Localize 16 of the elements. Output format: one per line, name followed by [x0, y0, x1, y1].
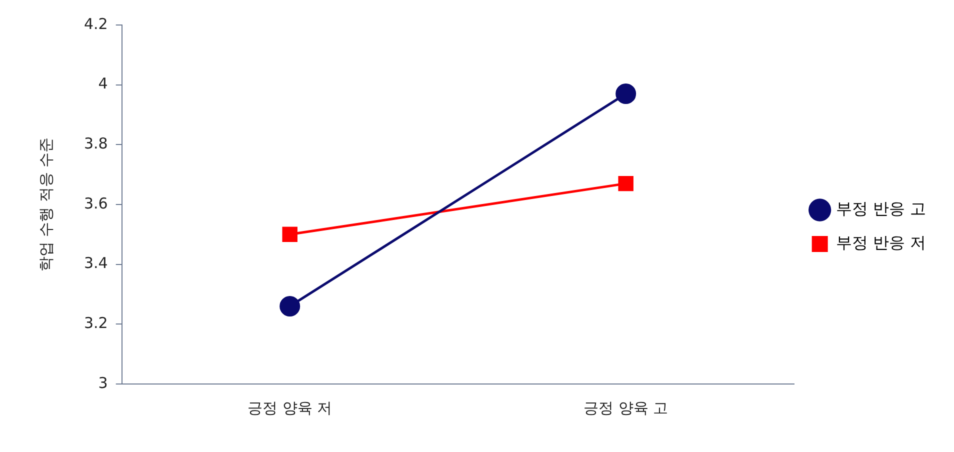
- point: [282, 226, 298, 242]
- x-tick-label: 긍정 양육 고: [584, 398, 668, 417]
- y-tick-label: 3.8: [84, 134, 108, 153]
- legend-label: 부정 반응 고: [836, 199, 926, 218]
- point: [618, 176, 634, 192]
- point: [280, 296, 300, 316]
- x-tick-label: 긍정 양육 저: [248, 398, 332, 417]
- y-tick-label: 3.6: [84, 194, 108, 212]
- y-tick-label: 4: [98, 74, 108, 93]
- point: [616, 84, 636, 104]
- y-tick-label: 3.2: [84, 314, 108, 332]
- y-axis-title: 학업 수행 적응 수준: [36, 137, 55, 272]
- legend-label: 부정 반응 저: [836, 233, 926, 252]
- y-tick-label: 3.4: [84, 254, 108, 272]
- y-tick-label: 3: [98, 374, 108, 392]
- y-tick-label: 4.2: [84, 14, 108, 33]
